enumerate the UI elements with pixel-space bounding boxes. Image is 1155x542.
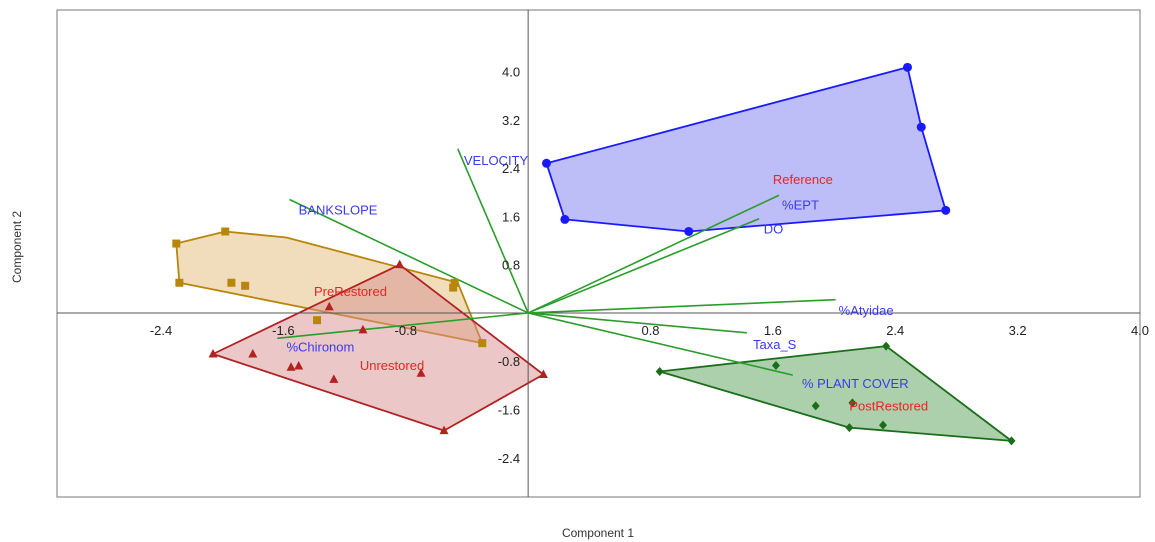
x-tick-label: 3.2: [1009, 323, 1027, 338]
point-prerestored: [175, 278, 184, 287]
loading-label-chironom: %Chironom: [286, 339, 354, 354]
point-unrestored: [286, 362, 296, 371]
loading-label-do: DO: [764, 222, 784, 237]
point-unrestored: [358, 324, 368, 334]
point-unrestored: [329, 374, 339, 383]
point-prerestored: [227, 278, 236, 287]
x-axis-title: Component 1: [562, 526, 634, 540]
point-postrestored: [879, 420, 888, 430]
loading-label-taxa-s: Taxa_S: [753, 337, 797, 352]
hull-postrestored: [658, 345, 1013, 442]
y-tick-label: 4.0: [502, 65, 520, 80]
point-reference: [684, 226, 694, 236]
point-prerestored: [478, 339, 487, 348]
loading-line-do: [527, 218, 760, 314]
y-tick-label: 3.2: [502, 113, 520, 128]
y-tick-label: 0.8: [502, 258, 520, 273]
point-postrestored: [848, 398, 857, 408]
loading-line-ept: [527, 194, 780, 314]
y-tick-label: 2.4: [502, 161, 520, 176]
loading-label-atyidae: %Atyidae: [839, 303, 894, 318]
loading-line-chironom: [277, 312, 529, 340]
x-tick-label: 2.4: [886, 323, 904, 338]
loading-line-bankslope: [289, 198, 529, 314]
point-prerestored: [449, 283, 458, 292]
point-reference: [916, 122, 926, 132]
point-reference: [541, 158, 551, 168]
group-label-reference: Reference: [773, 172, 833, 187]
loading-line-taxa-s: [528, 312, 747, 334]
group-label-postrestored: PostRestored: [849, 398, 928, 413]
labels-layer: VELOCITY BANKSLOPE %EPT DO %Atyidae Taxa_S % P…: [286, 153, 928, 414]
loading-label-plant-cover: % PLANT COVER: [802, 376, 909, 391]
point-unrestored: [324, 301, 334, 311]
point-postrestored: [771, 360, 780, 370]
point-postrestored: [655, 366, 664, 376]
point-unrestored: [248, 348, 258, 358]
point-unrestored: [416, 368, 426, 377]
group-label-prerestored: PreRestored: [314, 284, 387, 299]
loading-line-atyidae: [528, 298, 836, 314]
loading-label-bankslope: BANKSLOPE: [299, 202, 378, 217]
point-unrestored: [294, 361, 304, 370]
point-unrestored: [439, 425, 449, 435]
loading-layer: [277, 148, 836, 376]
zero-axes: [57, 10, 1140, 497]
loading-line-plant-cover: [527, 312, 793, 376]
point-postrestored: [1007, 436, 1016, 446]
point-prerestored: [450, 278, 459, 287]
point-unrestored: [208, 348, 218, 358]
point-prerestored: [221, 227, 230, 236]
x-tick-label: 1.6: [764, 323, 782, 338]
y-tick-label: -0.8: [498, 354, 520, 369]
x-tick-label: -0.8: [395, 323, 417, 338]
point-postrestored: [882, 341, 891, 351]
point-reference: [902, 62, 912, 72]
point-unrestored: [395, 259, 405, 269]
y-tick-label: 1.6: [502, 209, 520, 224]
point-reference: [560, 214, 570, 224]
plot-frame: [56, 9, 1141, 498]
loading-line-velocity: [457, 148, 529, 314]
y-tick-label: -2.4: [498, 451, 520, 466]
loading-label-ept: %EPT: [782, 198, 819, 213]
point-unrestored: [538, 369, 548, 378]
y-tick-label: -1.6: [498, 402, 520, 417]
point-prerestored: [313, 316, 322, 325]
hull-reference: [545, 66, 947, 233]
x-tick-label: 4.0: [1131, 323, 1149, 338]
points-layer: [172, 62, 1016, 446]
x-tick-label: 0.8: [641, 323, 659, 338]
group-label-unrestored: Unrestored: [360, 358, 424, 373]
loading-label-velocity: VELOCITY: [464, 153, 529, 168]
point-postrestored: [845, 423, 854, 433]
x-tick-label: -1.6: [272, 323, 294, 338]
tick-labels: -2.4 -1.6 -0.8 0.8 1.6 2.4 3.2 4.0 4.0 3.2 2.4 1.6 0…: [150, 65, 1149, 466]
x-tick-label: -2.4: [150, 323, 172, 338]
point-prerestored: [241, 281, 250, 290]
point-prerestored: [172, 239, 181, 248]
point-reference: [941, 205, 951, 215]
point-postrestored: [811, 401, 820, 411]
y-axis-title: Component 2: [10, 211, 24, 283]
